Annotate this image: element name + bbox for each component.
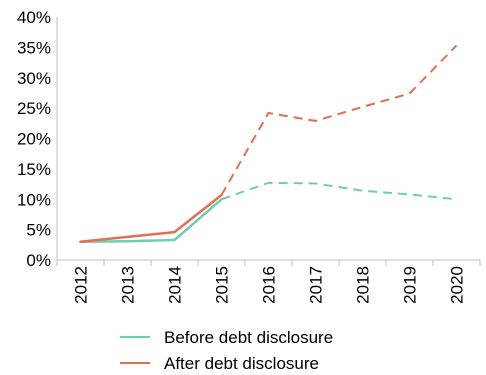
legend: Before debt disclosure After debt disclo… xyxy=(120,328,333,373)
x-tick-label: 2020 xyxy=(448,266,467,304)
y-tick-label: 30% xyxy=(17,69,51,88)
x-tick-label: 2017 xyxy=(307,266,326,304)
y-tick-label: 15% xyxy=(17,160,51,179)
series-line-solid-1 xyxy=(79,193,223,244)
series-line-dashed-0 xyxy=(221,181,457,201)
x-tick-label: 2013 xyxy=(119,266,138,304)
x-tick-label: 2015 xyxy=(213,266,232,304)
y-axis-tick-labels: 0% 5% 10% 15% 20% 25% 30% 35% 40% xyxy=(17,8,51,270)
x-tick-label: 2014 xyxy=(166,266,185,304)
y-tick-label: 35% xyxy=(17,38,51,57)
legend-label-after: After debt disclosure xyxy=(164,354,319,373)
y-tick-label: 25% xyxy=(17,99,51,118)
legend-item-before: Before debt disclosure xyxy=(120,328,333,347)
x-tick-label: 2019 xyxy=(401,266,420,304)
y-tick-label: 10% xyxy=(17,190,51,209)
y-tick-label: 40% xyxy=(17,8,51,27)
x-tick-label: 2016 xyxy=(260,266,279,304)
legend-label-before: Before debt disclosure xyxy=(164,328,333,347)
series-line-dashed-1 xyxy=(220,44,458,196)
series-line-solid-0 xyxy=(79,198,223,244)
series-lines xyxy=(79,44,458,244)
x-tick-label: 2018 xyxy=(354,266,373,304)
legend-item-after: After debt disclosure xyxy=(120,354,319,373)
x-tick-label: 2012 xyxy=(72,266,91,304)
y-tick-label: 5% xyxy=(26,221,51,240)
y-tick-label: 0% xyxy=(26,251,51,270)
axes xyxy=(56,17,480,261)
x-axis-tick-marks xyxy=(56,260,481,266)
y-tick-label: 20% xyxy=(17,130,51,149)
x-axis-tick-labels: 2012 2013 2014 2015 2016 2017 2018 2019 2020 xyxy=(72,266,467,304)
